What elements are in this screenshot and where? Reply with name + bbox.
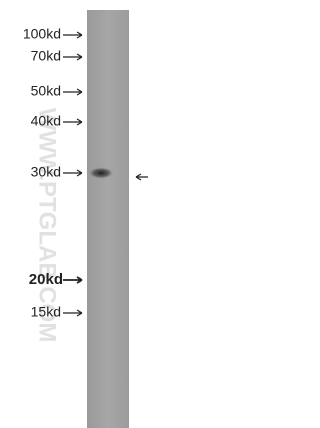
watermark: WWW.PTGLAB.COM xyxy=(34,108,61,343)
marker-label: 100kd xyxy=(23,26,61,42)
marker-arrow xyxy=(63,88,83,96)
marker-arrow xyxy=(63,309,83,317)
marker-label: 20kd xyxy=(29,271,63,288)
marker-label: 15kd xyxy=(31,304,61,320)
marker-label: 30kd xyxy=(31,164,61,180)
marker-arrow xyxy=(63,31,83,39)
marker-arrow xyxy=(63,276,83,284)
band-arrow xyxy=(135,173,148,181)
marker-arrow xyxy=(63,53,83,61)
marker-label: 40kd xyxy=(31,113,61,129)
marker-label: 70kd xyxy=(31,48,61,64)
marker-arrow xyxy=(63,169,83,177)
marker-arrow xyxy=(63,118,83,126)
marker-label: 50kd xyxy=(31,83,61,99)
gel-lane xyxy=(87,10,129,428)
protein-band xyxy=(88,167,114,179)
blot-image: WWW.PTGLAB.COM 100kd 70kd 50kd 40kd 30kd 20kd… xyxy=(23,10,148,428)
